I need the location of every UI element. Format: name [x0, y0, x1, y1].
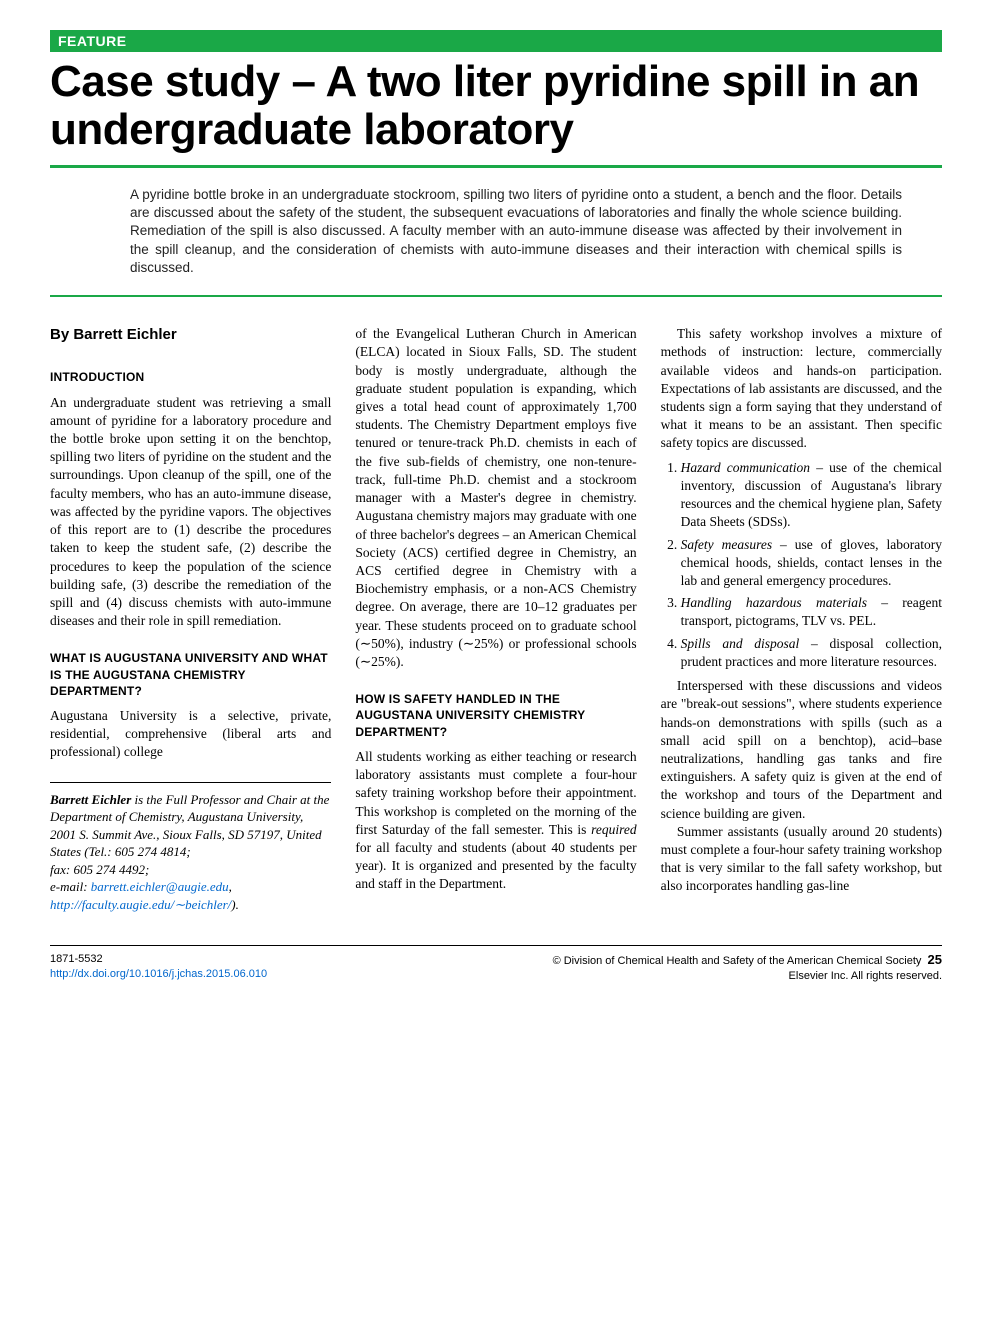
list-item: Handling hazardous materials – reagent t… [681, 594, 942, 630]
footer-left: 1871-5532 http://dx.doi.org/10.1016/j.jc… [50, 952, 267, 983]
author-box-rule [50, 782, 331, 783]
rule-top [50, 165, 942, 168]
column-1: By Barrett Eichler INTRODUCTION An under… [50, 325, 331, 913]
intro-paragraph: An undergraduate student was retrieving … [50, 394, 331, 631]
safety-paragraph-2: This safety workshop involves a mixture … [661, 325, 942, 453]
footer-rule [50, 945, 942, 946]
augustana-paragraph-2: of the Evangelical Lutheran Church in Am… [355, 325, 636, 671]
footer-publisher: Elsevier Inc. All rights reserved. [789, 970, 942, 982]
author-email-link[interactable]: barrett.eichler@augie.edu [91, 879, 229, 894]
safety-paragraph-1: All students working as either teaching … [355, 748, 636, 894]
footer-right: © Division of Chemical Health and Safety… [553, 952, 942, 983]
author-email-label: e-mail: [50, 879, 91, 894]
safety-paragraph-3: Interspersed with these discussions and … [661, 677, 942, 823]
safety-topic-list: Hazard communication – use of the chemic… [661, 459, 942, 671]
list-item-title: Safety measures [681, 537, 772, 552]
list-item: Spills and disposal – disposal collectio… [681, 635, 942, 671]
article-title: Case study – A two liter pyridine spill … [50, 58, 942, 153]
byline: By Barrett Eichler [50, 325, 331, 345]
comma: , [229, 879, 232, 894]
author-bio-box: Barrett Eichler is the Full Professor an… [50, 791, 331, 914]
list-item-title: Hazard communication [681, 460, 810, 475]
augustana-paragraph-1: Augustana University is a selective, pri… [50, 707, 331, 762]
section-head-safety: HOW IS SAFETY HANDLED IN THE AUGUSTANA U… [355, 691, 636, 740]
column-2: of the Evangelical Lutheran Church in Am… [355, 325, 636, 913]
footer-copyright: © Division of Chemical Health and Safety… [553, 955, 922, 967]
author-url-link[interactable]: http://faculty.augie.edu/∼beichler/ [50, 897, 231, 912]
author-name: Barrett Eichler [50, 792, 131, 807]
safety-paragraph-4: Summer assistants (usually around 20 stu… [661, 823, 942, 896]
safety-p1-em: required [591, 822, 637, 837]
body-columns: By Barrett Eichler INTRODUCTION An under… [50, 325, 942, 913]
section-head-augustana: WHAT IS AUGUSTANA UNIVERSITY AND WHAT IS… [50, 650, 331, 699]
section-head-intro: INTRODUCTION [50, 369, 331, 385]
list-item: Safety measures – use of gloves, laborat… [681, 536, 942, 591]
list-item-title: Spills and disposal [681, 636, 800, 651]
footer-issn: 1871-5532 [50, 953, 103, 965]
feature-label-bar: FEATURE [50, 30, 942, 52]
abstract: A pyridine bottle broke in an undergradu… [50, 176, 942, 287]
author-fax: fax: 605 274 4492; [50, 862, 149, 877]
safety-p1b: for all faculty and students (about 40 s… [355, 840, 636, 891]
list-item: Hazard communication – use of the chemic… [681, 459, 942, 532]
list-item-title: Handling hazardous materials [681, 595, 867, 610]
column-3: This safety workshop involves a mixture … [661, 325, 942, 913]
feature-label: FEATURE [58, 33, 133, 49]
rule-bottom [50, 295, 942, 297]
page-number: 25 [928, 952, 942, 967]
author-close: ). [231, 897, 239, 912]
footer-doi-link[interactable]: http://dx.doi.org/10.1016/j.jchas.2015.0… [50, 968, 267, 980]
page-footer: 1871-5532 http://dx.doi.org/10.1016/j.jc… [50, 952, 942, 983]
